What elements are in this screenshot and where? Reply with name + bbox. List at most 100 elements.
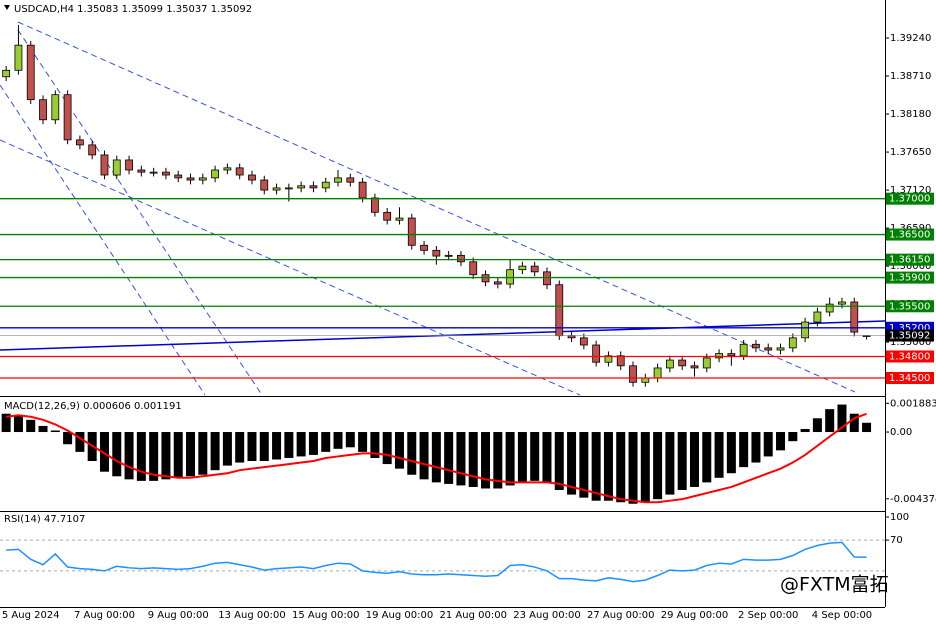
macd-bar — [677, 432, 687, 491]
y-tick-label: 0.00 — [890, 427, 912, 438]
candle-body — [125, 159, 133, 171]
macd-bar — [136, 432, 146, 481]
macd-bar — [321, 432, 331, 452]
level-label: 1.35200 — [889, 323, 930, 334]
macd-bar — [591, 432, 601, 501]
candle-body — [469, 261, 478, 276]
y-tick-label: -0.004374 — [890, 494, 936, 505]
macd-bar — [505, 432, 515, 486]
candle-body — [63, 94, 72, 141]
candle-body — [75, 139, 84, 146]
y-tick-label: 70 — [890, 535, 903, 546]
macd-bar — [517, 432, 527, 483]
x-tick-label: 5 Aug 2024 — [2, 610, 60, 621]
candle-body — [2, 69, 11, 78]
macd-bar — [837, 404, 847, 433]
macd-bar — [345, 432, 355, 448]
candle-body — [653, 367, 662, 379]
macd-bar — [210, 432, 220, 471]
macd-bar — [112, 432, 122, 477]
macd-bar — [493, 432, 503, 489]
level-tag — [886, 300, 934, 313]
x-tick-label: 9 Aug 00:00 — [148, 610, 209, 621]
candle-body — [162, 171, 170, 176]
watermark: @FXTM富拓 — [780, 574, 889, 596]
macd-bar — [124, 432, 134, 480]
macd-bar — [75, 432, 85, 452]
macd-bar — [567, 432, 577, 495]
macd-bar — [173, 432, 183, 478]
candle-body — [383, 211, 392, 221]
x-tick-label: 15 Aug 00:00 — [292, 610, 359, 621]
level-label: 1.34800 — [889, 351, 930, 362]
candle-body — [297, 185, 306, 189]
trendline — [0, 84, 206, 396]
candle-body — [727, 353, 736, 357]
macd-bar — [149, 432, 159, 481]
macd-bar — [308, 432, 318, 455]
y-tick-label: 1.37650 — [890, 147, 931, 158]
x-tick-label: 27 Aug 00:00 — [587, 610, 654, 621]
macd-bar — [653, 432, 663, 500]
macd-bar — [800, 428, 810, 433]
macd-bar — [50, 430, 60, 433]
candle-body — [579, 337, 588, 346]
candle-body — [100, 154, 109, 176]
macd-bar — [259, 432, 269, 462]
candle-body — [26, 44, 35, 101]
candle-body — [481, 274, 490, 283]
candle-body — [665, 359, 674, 369]
x-tick-label: 29 Aug 00:00 — [661, 610, 728, 621]
x-tick-label: 7 Aug 00:00 — [74, 610, 135, 621]
candle-body — [813, 311, 822, 323]
candle-body — [235, 167, 244, 176]
y-tick-label: 0.001883 — [890, 398, 936, 409]
macd-bar — [542, 432, 552, 483]
trendline — [17, 21, 856, 393]
candle-body — [518, 265, 527, 271]
candle-body — [358, 181, 367, 199]
x-tick-label: 2 Sep 00:00 — [738, 610, 798, 621]
macd-bar — [63, 432, 73, 445]
macd-bar — [751, 432, 761, 463]
macd-bar — [665, 432, 675, 495]
x-tick-label: 19 Aug 00:00 — [366, 610, 433, 621]
candle-body — [629, 365, 637, 383]
candle-body — [407, 217, 416, 246]
level-label: 1.35900 — [889, 273, 930, 284]
candle-body — [186, 177, 195, 181]
x-tick-label: 13 Aug 00:00 — [218, 610, 285, 621]
candle-body — [690, 365, 699, 369]
signal-line — [6, 412, 867, 504]
candle-body — [604, 355, 613, 363]
candle-body — [248, 174, 256, 181]
candle-body — [776, 347, 785, 351]
y-tick-label: 1.39240 — [890, 33, 931, 44]
macd-bar — [38, 425, 48, 433]
macd-bar — [431, 432, 441, 483]
macd-title: MACD(12,26,9) 0.000606 0.001191 — [4, 401, 182, 412]
macd-bar — [333, 432, 343, 449]
macd-bar — [714, 432, 724, 478]
macd-bar — [628, 432, 638, 504]
level-tag — [886, 253, 934, 266]
candle-body — [506, 269, 515, 285]
macd-bar — [444, 432, 454, 484]
candle-body — [174, 174, 183, 179]
macd-bar — [456, 432, 466, 486]
macd-bar — [358, 432, 368, 452]
macd-bar — [726, 432, 736, 474]
trendline — [0, 139, 581, 396]
level-label: 1.34500 — [889, 373, 930, 384]
candle-body — [752, 343, 760, 349]
candle-body — [739, 343, 748, 357]
macd-bar — [99, 432, 109, 472]
candle-body — [420, 244, 428, 251]
macd-bar — [296, 432, 306, 457]
candle-body — [567, 335, 576, 339]
macd-bar — [554, 432, 564, 491]
y-tick-label: 1.35000 — [890, 337, 931, 348]
price-tag — [886, 329, 934, 342]
x-tick-label: 21 Aug 00:00 — [440, 610, 507, 621]
